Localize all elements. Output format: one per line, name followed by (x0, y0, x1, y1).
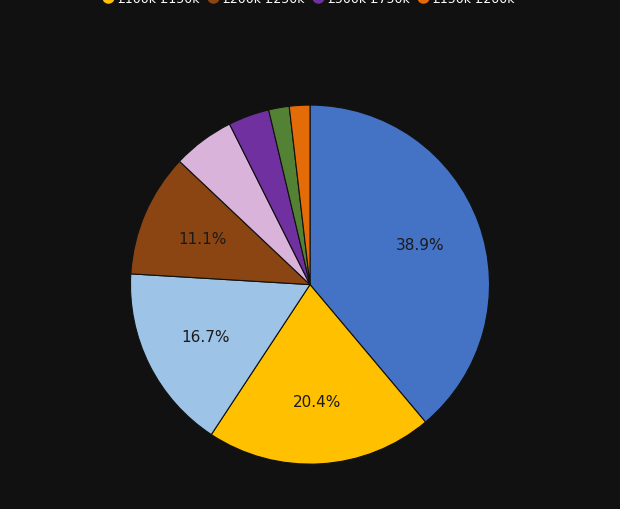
Text: 20.4%: 20.4% (293, 394, 341, 409)
Wedge shape (130, 274, 310, 435)
Text: 11.1%: 11.1% (179, 231, 227, 246)
Legend: £300k-£400k, £100k-£150k, £250k-£300k, £200k-£250k, £400k-£500k, £500k-£750k, £5: £300k-£400k, £100k-£150k, £250k-£300k, £… (100, 0, 520, 11)
Wedge shape (268, 107, 310, 285)
Wedge shape (310, 106, 490, 422)
Wedge shape (180, 125, 310, 285)
Wedge shape (211, 285, 425, 464)
Wedge shape (289, 106, 310, 285)
Text: 16.7%: 16.7% (182, 330, 230, 345)
Wedge shape (131, 162, 310, 285)
Text: 38.9%: 38.9% (396, 238, 444, 252)
Wedge shape (229, 110, 310, 285)
